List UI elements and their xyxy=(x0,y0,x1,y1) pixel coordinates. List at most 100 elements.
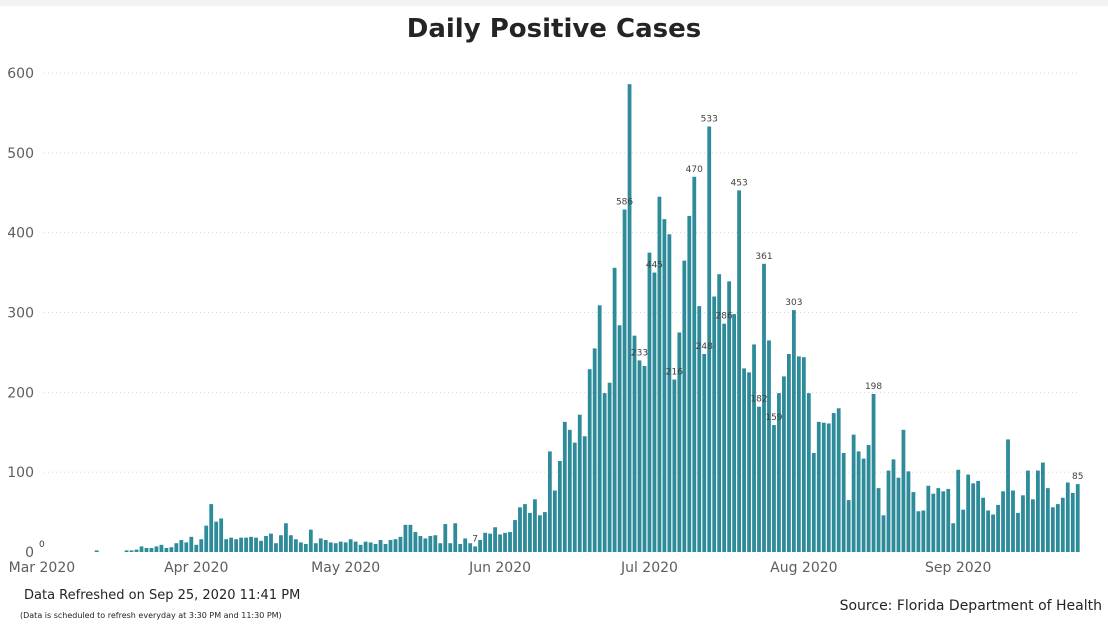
bar[interactable]: 56 xyxy=(1050,507,1055,552)
bar[interactable]: 102 xyxy=(1026,470,1030,552)
bar[interactable]: 40 xyxy=(513,520,517,552)
bar[interactable]: 33 xyxy=(204,525,209,552)
bar[interactable]: 49 xyxy=(528,512,532,552)
bar[interactable]: 11 xyxy=(313,543,318,552)
bar[interactable]: 46 xyxy=(881,515,886,552)
bar[interactable]: 16 xyxy=(293,539,298,552)
bar[interactable]: 12 xyxy=(328,542,333,552)
bar[interactable]: 16 xyxy=(224,539,229,552)
bar[interactable]: 240 xyxy=(637,360,642,552)
bar[interactable]: 159 xyxy=(772,425,776,552)
bar[interactable]: 47 xyxy=(991,514,995,552)
bar[interactable]: 23 xyxy=(488,533,492,552)
bar[interactable]: 126 xyxy=(856,451,861,552)
bar[interactable]: 85 xyxy=(1075,484,1080,552)
bar[interactable]: 7 xyxy=(139,546,144,552)
bar[interactable]: 586 xyxy=(627,84,632,552)
bar[interactable]: 453 xyxy=(737,190,741,553)
bar[interactable]: 19 xyxy=(398,536,403,552)
bar[interactable]: 53 xyxy=(961,509,966,552)
bar[interactable]: 86 xyxy=(971,483,976,552)
bar[interactable]: 298 xyxy=(732,314,737,552)
bar[interactable]: 11 xyxy=(174,543,179,552)
bar[interactable]: 308 xyxy=(697,306,702,552)
bar[interactable]: 398 xyxy=(667,234,672,552)
bar[interactable]: 21 xyxy=(289,535,293,552)
bar[interactable]: 14 xyxy=(259,540,263,552)
bar[interactable]: 19 xyxy=(189,536,194,552)
bar[interactable]: 66 xyxy=(1031,499,1035,552)
bar[interactable]: 60 xyxy=(1055,504,1060,552)
bar[interactable]: 309 xyxy=(597,305,602,552)
bar[interactable]: 265 xyxy=(767,340,771,552)
bar[interactable]: 52 xyxy=(986,510,990,552)
bar[interactable]: 50 xyxy=(542,512,547,552)
bar[interactable]: 147 xyxy=(851,434,856,552)
bar[interactable]: 17 xyxy=(463,538,468,552)
bar[interactable]: 18 xyxy=(239,537,243,552)
bar[interactable]: 260 xyxy=(752,344,756,552)
bar[interactable]: 10 xyxy=(458,544,463,552)
bar[interactable]: 7 xyxy=(154,546,159,552)
bar[interactable]: 230 xyxy=(742,368,746,552)
bar[interactable]: 73 xyxy=(931,493,936,552)
bar[interactable]: 60 xyxy=(523,504,527,552)
bar[interactable]: 68 xyxy=(1060,497,1065,552)
bar[interactable]: 445 xyxy=(657,196,662,552)
bar[interactable]: 51 xyxy=(916,511,921,552)
bar[interactable]: 3 xyxy=(134,549,139,552)
bar[interactable]: 52 xyxy=(921,510,926,552)
bar[interactable]: 17 xyxy=(318,538,323,552)
bar[interactable]: 162 xyxy=(821,422,826,552)
bar[interactable]: 20 xyxy=(264,536,268,552)
bar[interactable]: 79 xyxy=(946,488,951,552)
bar[interactable]: 15 xyxy=(378,540,383,552)
bar[interactable]: 36 xyxy=(453,523,458,552)
bar[interactable]: 145 xyxy=(582,436,587,552)
bar[interactable]: 417 xyxy=(662,219,667,552)
bar[interactable]: 5 xyxy=(144,548,149,552)
bar[interactable]: 66 xyxy=(533,499,537,552)
bar[interactable]: 216 xyxy=(672,379,677,552)
bar[interactable]: 9 xyxy=(358,544,363,552)
bar[interactable]: 284 xyxy=(617,325,622,552)
bar[interactable]: 22 xyxy=(498,534,502,552)
bar[interactable]: 34 xyxy=(403,524,408,552)
bar[interactable]: 80 xyxy=(936,488,941,552)
bar[interactable]: 271 xyxy=(632,335,637,552)
bar[interactable]: 141 xyxy=(1006,439,1010,552)
bar[interactable]: 15 xyxy=(323,540,328,552)
bar[interactable]: 10 xyxy=(383,544,388,552)
bar[interactable]: 28 xyxy=(308,529,313,552)
bar[interactable]: 255 xyxy=(592,348,597,552)
bar[interactable]: 220 xyxy=(782,376,786,552)
bar[interactable]: 12 xyxy=(184,542,189,552)
bar[interactable]: 38 xyxy=(214,521,219,552)
bar[interactable]: 20 xyxy=(418,536,423,552)
bar[interactable]: 68 xyxy=(981,497,986,552)
bar[interactable]: 199 xyxy=(777,393,781,552)
bar[interactable]: 71 xyxy=(1021,495,1025,552)
bar[interactable]: 320 xyxy=(712,296,717,552)
bar[interactable]: 13 xyxy=(363,541,368,552)
bar[interactable]: 365 xyxy=(682,260,687,552)
bar[interactable]: 124 xyxy=(811,453,816,552)
bar[interactable]: 93 xyxy=(896,477,901,552)
bar[interactable]: 7 xyxy=(473,546,478,552)
bar[interactable]: 161 xyxy=(826,423,831,552)
bar[interactable]: 11 xyxy=(448,543,453,552)
bar[interactable]: 212 xyxy=(607,382,612,552)
bar[interactable]: 137 xyxy=(572,442,577,552)
bar[interactable]: 34 xyxy=(408,524,413,552)
bar[interactable]: 15 xyxy=(388,540,393,552)
bar[interactable]: 112 xyxy=(1040,462,1045,552)
bar[interactable]: 421 xyxy=(687,215,692,552)
bar[interactable]: 16 xyxy=(234,539,239,552)
bar[interactable]: 76 xyxy=(941,491,946,552)
bar[interactable]: 15 xyxy=(179,540,184,552)
bar[interactable]: 116 xyxy=(891,459,896,552)
bar[interactable]: 102 xyxy=(886,470,891,552)
bar[interactable]: 49 xyxy=(1016,512,1020,552)
bar[interactable]: 36 xyxy=(284,523,288,552)
bar[interactable]: 126 xyxy=(547,451,552,552)
